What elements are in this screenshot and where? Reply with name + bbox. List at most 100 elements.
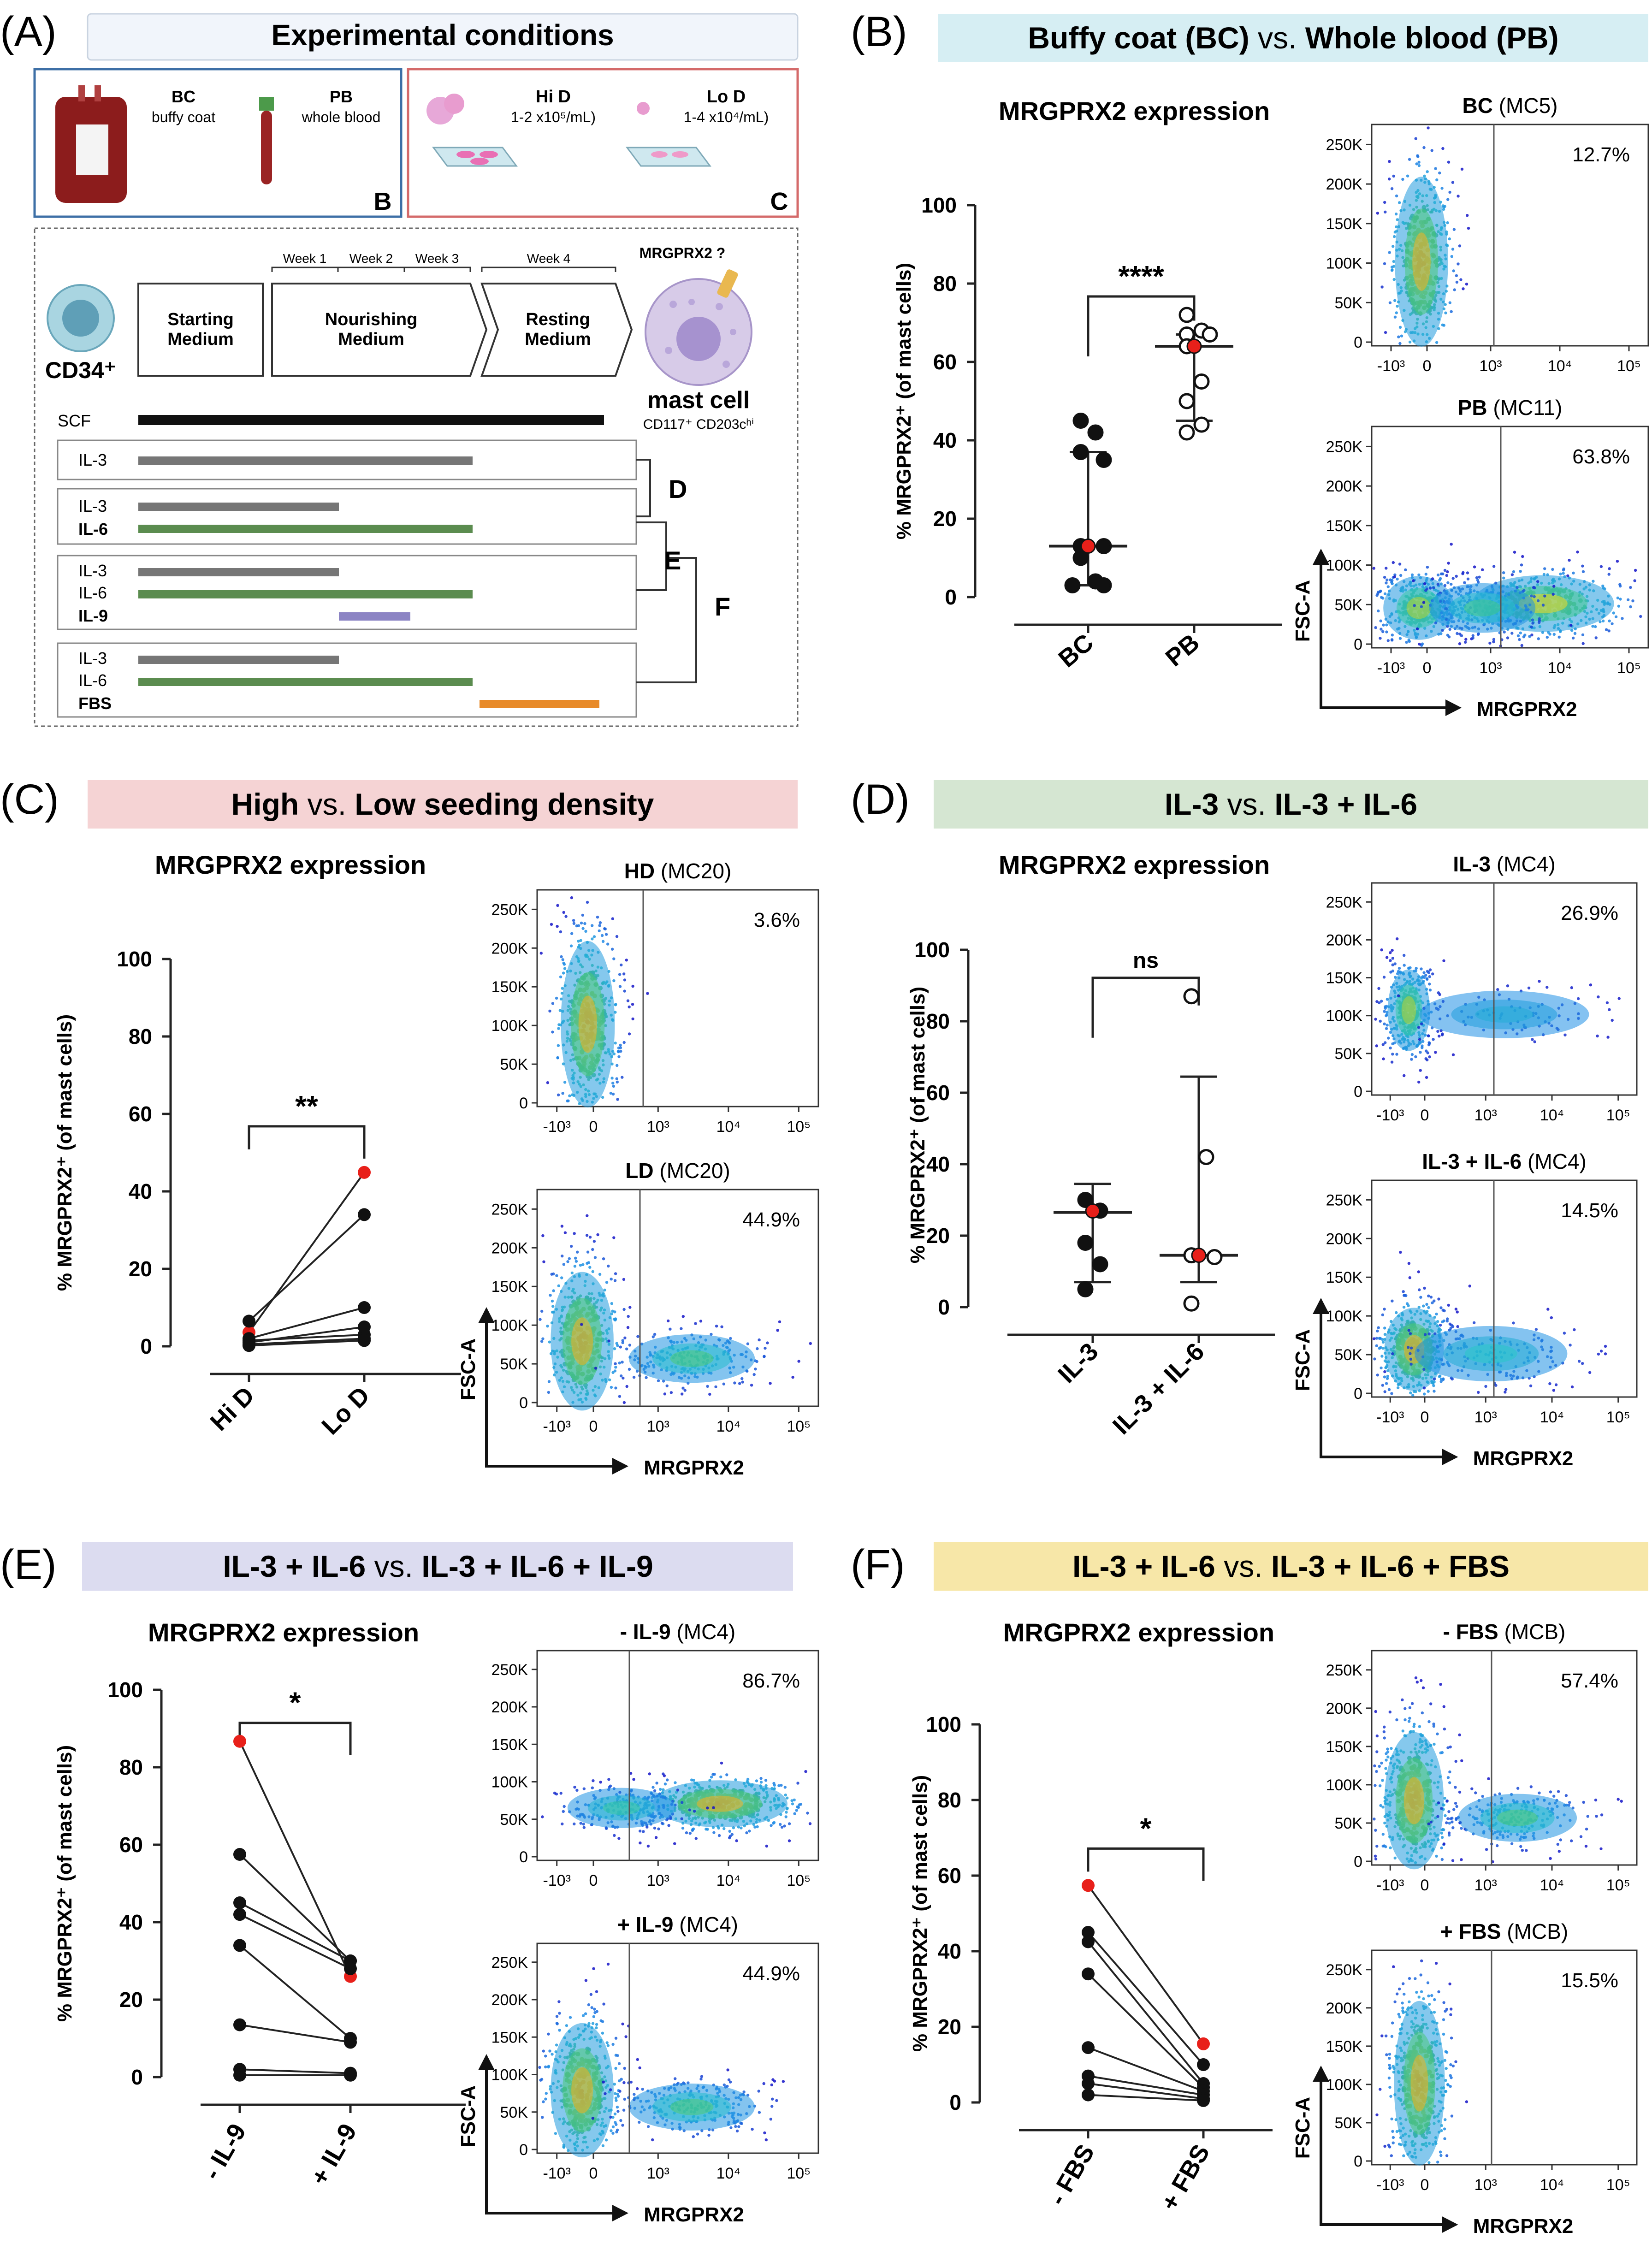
event-dot [1375,1337,1379,1340]
event-dot [1403,330,1407,333]
significance-bracket [238,1722,352,1755]
event-dot [1423,1392,1426,1396]
event-dot [765,1844,769,1848]
event-dot [1572,571,1575,575]
event-dot [764,1784,768,1787]
event-dot [612,979,616,983]
flow-x-tick-label: -10³ [1377,357,1405,375]
event-dot [575,1788,579,1792]
event-dot [746,1342,750,1345]
y-tick-label: 40 [938,1939,961,1963]
event-dot [1516,586,1519,589]
event-dot [784,1794,788,1797]
data-point [1206,1249,1223,1265]
event-dot [1458,642,1462,645]
event-dot [551,1299,554,1303]
event-dot [1538,980,1541,983]
event-dot [1462,287,1465,290]
event-dot [1403,953,1406,957]
event-dot [579,1264,582,1267]
event-dot [628,1368,631,1371]
event-dot [809,1342,812,1345]
event-dot [566,1099,569,1102]
nourishing-label-2: Medium [338,330,404,349]
event-dot [681,1801,684,1804]
highlight-point [1191,1248,1207,1263]
cond3-il9-bar [339,612,410,621]
event-dot [1634,568,1637,572]
flow-plot-title: IL-3 + IL-6 (MC4) [1422,1149,1587,1173]
event-dot [688,1832,692,1835]
event-dot [1504,1391,1507,1394]
event-dot [1601,619,1605,623]
event-dot [559,1792,563,1795]
data-point [1095,577,1112,593]
event-dot [1395,311,1398,314]
event-dot [1423,174,1426,178]
y-tick-label: 20 [938,2015,961,2039]
panel-d-header: (D) IL-3 vs. IL-3 + IL-6 [851,776,1648,829]
event-dot [1430,149,1433,152]
event-dot [680,1327,683,1330]
event-dot [1424,1333,1427,1336]
flow-axes-arrows [1320,556,1455,709]
event-dot [1462,571,1465,574]
event-dot [1608,567,1611,570]
event-dot [673,1842,676,1845]
event-dot [756,1825,759,1829]
event-dot [612,1084,616,1088]
flow-y-tick-label: 100K [491,1774,528,1791]
event-dot [621,1341,624,1344]
flow-y-axis-label: FSC-A [457,1338,480,1400]
flow-y-tick-label: 50K [1335,596,1363,614]
flow-x-tick-label: -10³ [543,1418,570,1435]
event-dot [551,1305,555,1308]
event-dot [611,1371,615,1374]
highlight-point [1186,338,1202,354]
flow-x-tick-label: 10⁴ [1548,357,1572,375]
event-dot [577,940,580,943]
y-axis-label: % MRGPRX2⁺ (of mast cells) [893,263,915,539]
resting-arrow [480,283,633,377]
data-point [358,1334,371,1347]
event-dot [1520,563,1523,567]
event-dot [616,2054,619,2057]
event-dot [591,924,594,927]
event-dot [1395,1053,1398,1056]
event-dot [1543,594,1546,598]
event-dot [586,1250,590,1254]
event-dot [628,1005,631,1009]
event-dot [608,1378,611,1381]
event-dot [1420,1022,1423,1025]
event-dot [616,1080,619,1084]
event-dot [1443,584,1447,587]
event-dot [1477,632,1480,635]
event-dot [1396,305,1399,308]
event-dot [559,930,563,934]
event-dot [599,1781,602,1784]
event-dot [587,2022,591,2025]
event-dot [1416,155,1420,159]
panel-a: (A) Experimental conditions BC buffy coa… [0,8,799,727]
event-dot [618,2079,621,2083]
event-dot [623,978,627,982]
event-dot [1425,1303,1428,1306]
event-dot [1617,997,1621,1000]
event-dot [592,1240,596,1243]
event-dot [1533,595,1536,598]
event-dot [763,1355,766,1358]
event-dot [1393,299,1397,302]
event-dot [1441,323,1445,326]
event-dot [557,1093,560,1096]
event-dot [1533,1040,1536,1043]
data-point [344,2036,357,2049]
event-dot [676,1788,680,1792]
event-dot [1441,629,1444,632]
event-dot [562,1810,565,1813]
event-dot [685,1831,688,1835]
event-dot [1596,1034,1599,1038]
event-dot [1399,574,1403,577]
event-dot [614,2092,617,2095]
panel-f-header: (F) IL-3 + IL-6 vs. IL-3 + IL-6 + FBS [851,1541,1648,1591]
event-dot [1422,146,1426,149]
